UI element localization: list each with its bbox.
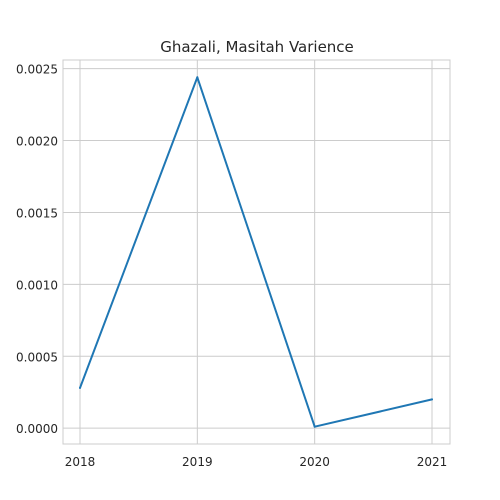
x-tick-label: 2019 [182,455,213,469]
plot-frame [62,59,451,445]
data-point [196,76,199,79]
data-point [79,386,81,389]
y-tick-label: 0.0025 [16,63,58,77]
series-line [79,76,433,428]
data-point [313,425,316,428]
x-axis-tick-labels: 2018 2019 2020 2021 [65,455,448,469]
y-tick-label: 0.0010 [16,278,58,292]
y-tick-label: 0.0015 [16,206,58,220]
grid [63,60,450,444]
y-axis-tick-labels: 0.0000 0.0005 0.0010 0.0015 0.0020 0.0025 [16,63,58,437]
data-point [431,398,433,401]
y-tick-label: 0.0005 [16,350,58,364]
x-tick-label: 2020 [299,455,330,469]
y-tick-label: 0.0000 [16,422,58,436]
series-group [79,76,433,428]
x-tick-label: 2018 [65,455,96,469]
chart-title: Ghazali, Masitah Varience [160,38,354,56]
x-tick-label: 2021 [417,455,448,469]
y-tick-label: 0.0020 [16,135,58,149]
